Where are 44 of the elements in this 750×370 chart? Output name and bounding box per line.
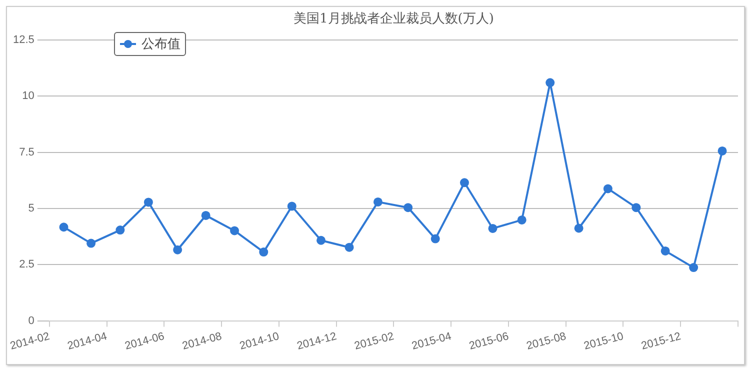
point: [603, 184, 612, 194]
y-tick-label: 0: [28, 314, 34, 327]
point: [574, 224, 584, 233]
point: [344, 242, 354, 252]
y-tick-label: 12.5: [12, 34, 34, 46]
y-tick-label: 5: [28, 202, 34, 215]
x-tick-label: 2014-10: [238, 330, 280, 352]
x-tick-label: 2014-02: [8, 330, 51, 352]
x-tick-label: 2015-02: [353, 330, 396, 352]
point: [430, 234, 440, 244]
point: [660, 246, 670, 256]
x-tick-label: 2015-12: [640, 330, 682, 352]
legend-label: 公布值: [141, 36, 180, 53]
point: [116, 226, 125, 235]
x-tick-label: 2014-08: [181, 330, 224, 352]
x-tick-label: 2014-06: [124, 330, 166, 352]
point: [287, 202, 296, 211]
y-tick-label: 7.5: [19, 146, 34, 158]
point: [86, 238, 96, 248]
x-tick-label: 2015-08: [525, 330, 568, 352]
point: [316, 236, 326, 245]
x-tick-label: 2014-12: [296, 330, 338, 352]
x-tick-label: 2014-04: [66, 330, 108, 352]
point: [718, 146, 727, 156]
x-tick-label: 2015-04: [410, 330, 453, 352]
point: [404, 203, 413, 212]
point: [144, 198, 153, 207]
point: [689, 263, 698, 272]
point: [460, 178, 469, 188]
point: [546, 78, 555, 88]
x-tick-label: 2015-06: [468, 330, 510, 352]
point: [230, 226, 240, 236]
y-tick-label: 10: [22, 90, 34, 102]
point: [517, 215, 526, 224]
point: [59, 222, 68, 232]
point: [488, 224, 498, 233]
y-tick-label: 2.5: [19, 258, 34, 271]
point: [373, 197, 382, 206]
point: [632, 203, 641, 212]
point: [201, 210, 210, 220]
x-tick-label: 2015-10: [582, 330, 625, 352]
point: [173, 245, 182, 254]
chart-title: 美国1月挑战者企业裁员人数(万人): [293, 10, 494, 26]
point: [259, 248, 268, 257]
